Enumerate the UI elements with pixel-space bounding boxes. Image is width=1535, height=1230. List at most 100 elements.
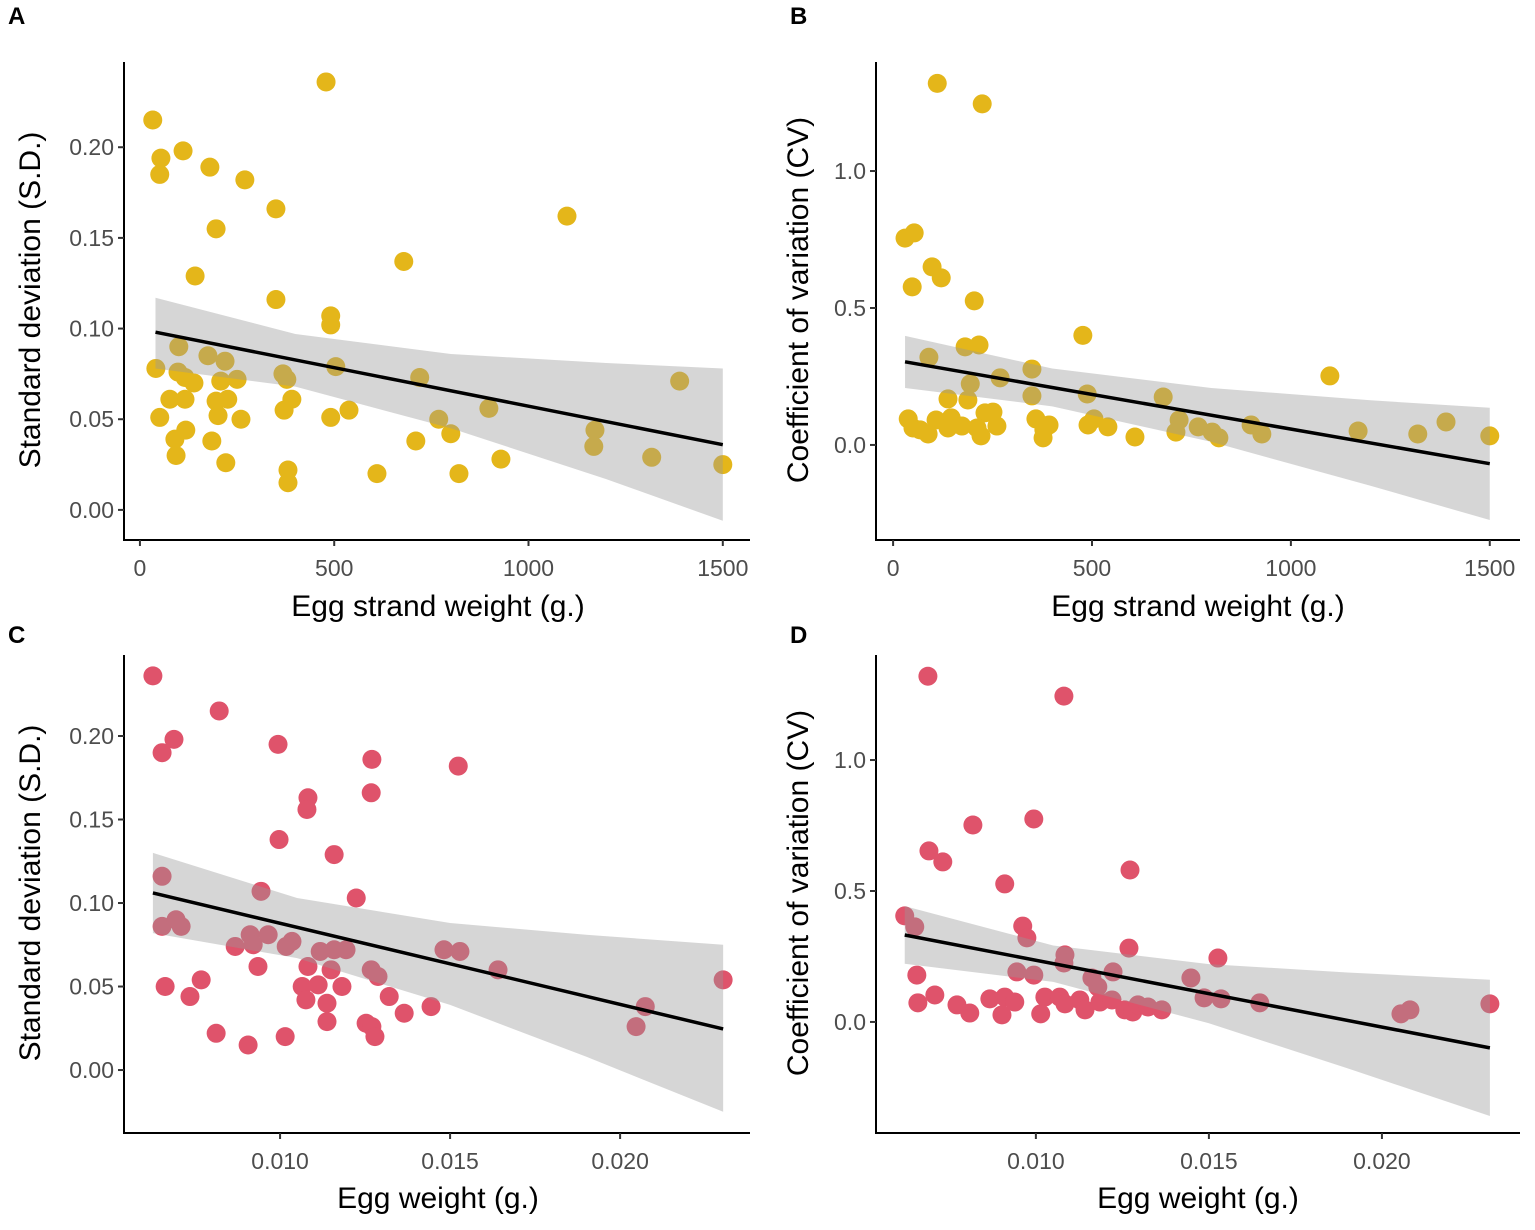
data-point [421,997,441,1017]
data-point [211,371,231,391]
data-point [927,73,947,93]
data-point [980,989,1000,1009]
data-point [173,141,193,161]
data-point [1252,424,1272,444]
data-point [1208,948,1228,968]
data-point [200,157,220,177]
data-point [317,1012,337,1032]
data-point [931,268,951,288]
data-point [225,936,245,956]
y-axis-title: Standard deviation (S.D.) [14,132,47,469]
data-point [164,729,184,749]
data-point [1022,386,1042,406]
data-point [151,148,171,168]
y-axis-title: Coefficient of variation (CV) [782,117,815,483]
data-point [227,369,247,389]
x-tick-label: 1000 [503,555,554,581]
data-point [938,418,958,438]
data-point [218,389,238,409]
data-point [339,400,359,420]
data-point [448,756,468,776]
data-point [1073,325,1093,345]
data-point [169,337,189,357]
data-point [952,416,972,436]
y-tick-label: 0.00 [69,1057,114,1083]
data-point [185,266,205,286]
y-tick-label: 0.0 [834,432,866,458]
y-tick-label: 0.15 [69,225,114,251]
data-point [1320,366,1340,386]
data-point [310,941,330,961]
x-tick-label: 1500 [697,555,748,581]
data-point [209,701,229,721]
data-point [1005,992,1025,1012]
x-tick-label: 0 [887,555,900,581]
x-tick-label: 500 [315,555,353,581]
data-point [1119,938,1139,958]
x-tick-label: 500 [1073,555,1111,581]
x-tick-label: 0 [134,555,147,581]
data-point [585,420,605,440]
data-point [584,436,604,456]
data-point [450,941,470,961]
data-point [992,1005,1012,1025]
data-point [557,206,577,226]
data-point [191,970,211,990]
data-point [143,666,163,686]
data-point [963,815,983,835]
data-point [1348,421,1368,441]
data-point [206,219,226,239]
data-point [491,449,511,469]
data-point [1024,809,1044,829]
y-axis-title: Standard deviation (S.D.) [14,725,47,1062]
data-point [160,389,180,409]
panel-b: B 0 500 1000 1500 0.0 0.5 1.0 Egg strand weight … [782,3,1520,623]
data-point [146,358,166,378]
data-point [1166,422,1186,442]
y-tick-label: 0.15 [69,807,114,833]
data-point [275,1027,295,1047]
data-point [713,970,733,990]
y-tick-label: 0.10 [69,316,114,342]
data-point [367,464,387,484]
data-point [266,290,286,310]
y-tick-label: 0.05 [69,974,114,1000]
data-point [321,315,341,335]
data-point [298,956,318,976]
data-point [215,351,235,371]
data-point [336,940,356,960]
regression-line [152,891,724,1031]
data-point [904,223,924,243]
data-point [406,431,426,451]
panel-a: A 0 500 1000 1500 0.00 0.05 0.10 0.15 0.20 Egg str… [8,3,750,623]
data-point [317,993,337,1013]
x-tick-label: 0.015 [1180,1148,1238,1174]
data-point [1054,686,1074,706]
data-point [1153,387,1173,407]
data-point [394,251,414,271]
data-point [216,453,236,473]
data-point [1209,428,1229,448]
data-point [276,936,296,956]
x-axis-title: Egg strand weight (g.) [1051,590,1344,623]
y-tick-label: 1.0 [834,158,866,184]
data-point [268,734,288,754]
data-point [277,369,297,389]
data-point [235,170,255,190]
y-tick-label: 0.20 [69,134,114,160]
data-point [938,389,958,409]
data-point [362,749,382,769]
regression-line [904,360,1491,466]
data-point [243,935,263,955]
data-point [919,347,939,367]
data-point [176,420,196,440]
data-point [1120,860,1140,880]
panel-label: B [790,3,807,30]
data-point [429,409,449,429]
data-point [1098,417,1118,437]
y-axis-title: Coefficient of variation (CV) [782,710,815,1076]
data-point [925,985,945,1005]
data-point [1022,359,1042,379]
data-point [171,916,191,936]
